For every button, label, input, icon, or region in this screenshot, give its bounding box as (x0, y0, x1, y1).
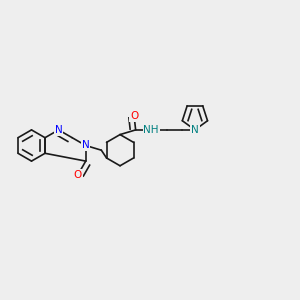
Text: O: O (130, 111, 138, 121)
Text: NH: NH (143, 125, 159, 135)
Text: O: O (74, 170, 82, 180)
Text: N: N (82, 140, 90, 151)
Text: N: N (191, 125, 199, 135)
Text: N: N (55, 125, 62, 135)
